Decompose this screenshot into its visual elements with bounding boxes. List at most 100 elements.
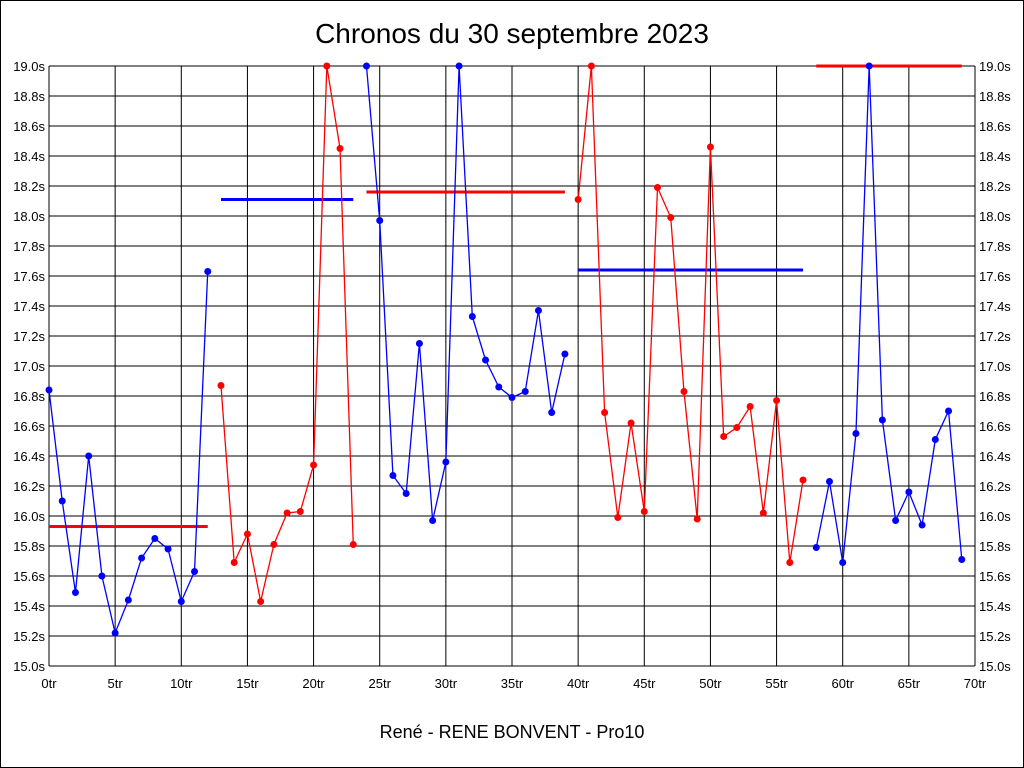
data-point bbox=[759, 509, 767, 517]
data-point bbox=[310, 461, 318, 469]
data-point bbox=[124, 596, 132, 604]
y-tick-label-right: 18.4s bbox=[979, 149, 1011, 164]
data-point bbox=[667, 214, 675, 221]
y-tick-label-left: 15.4s bbox=[13, 599, 45, 614]
y-tick-label-right: 15.2s bbox=[979, 629, 1011, 644]
data-point bbox=[442, 458, 450, 466]
data-point bbox=[455, 62, 463, 70]
data-point bbox=[71, 589, 79, 596]
data-point bbox=[85, 452, 93, 460]
x-tick-label: 20tr bbox=[302, 676, 325, 691]
y-tick-label-right: 16.4s bbox=[979, 449, 1011, 464]
data-point bbox=[111, 629, 119, 637]
x-tick-label: 55tr bbox=[765, 676, 788, 691]
data-point bbox=[693, 515, 701, 523]
y-tick-label-right: 19.0s bbox=[979, 59, 1011, 74]
data-point bbox=[640, 508, 648, 515]
data-point bbox=[654, 184, 662, 191]
x-tick-label: 30tr bbox=[435, 676, 458, 691]
series-line bbox=[48, 271, 209, 636]
y-tick-label-right: 17.8s bbox=[979, 239, 1011, 254]
x-tick-label: 10tr bbox=[170, 676, 193, 691]
y-tick-label-right: 18.2s bbox=[979, 179, 1011, 194]
y-tick-label-left: 17.2s bbox=[13, 329, 45, 344]
x-tick-label: 45tr bbox=[633, 676, 656, 691]
data-point bbox=[548, 409, 556, 416]
y-tick-label-left: 15.6s bbox=[13, 569, 45, 584]
x-tick-label: 50tr bbox=[699, 676, 722, 691]
x-tick-label: 40tr bbox=[567, 676, 590, 691]
x-tick-label: 5tr bbox=[108, 676, 124, 691]
data-point bbox=[270, 541, 278, 548]
y-tick-label-left: 15.8s bbox=[13, 539, 45, 554]
data-point bbox=[852, 430, 860, 437]
series-line bbox=[365, 65, 566, 521]
x-tick-label: 0tr bbox=[41, 676, 57, 691]
data-point bbox=[191, 568, 199, 575]
y-tick-label-right: 15.4s bbox=[979, 599, 1011, 614]
data-point bbox=[601, 409, 609, 416]
series-line bbox=[815, 65, 963, 563]
data-point bbox=[362, 62, 370, 70]
data-point bbox=[918, 521, 926, 529]
data-point bbox=[296, 508, 304, 515]
x-axis-label: René - RENE BONVENT - Pro10 bbox=[379, 722, 645, 742]
data-point bbox=[482, 356, 490, 364]
data-point bbox=[58, 497, 66, 505]
y-tick-label-right: 17.4s bbox=[979, 299, 1011, 314]
data-point bbox=[138, 554, 146, 562]
y-tick-label-right: 17.6s bbox=[979, 269, 1011, 284]
data-point bbox=[376, 217, 384, 224]
data-point bbox=[336, 145, 344, 152]
data-point bbox=[415, 340, 423, 347]
x-tick-label: 35tr bbox=[501, 676, 524, 691]
data-point bbox=[468, 313, 476, 320]
data-point bbox=[217, 382, 225, 389]
data-point bbox=[839, 559, 847, 566]
data-point bbox=[230, 559, 238, 566]
data-point bbox=[627, 419, 635, 427]
data-point bbox=[945, 407, 953, 415]
data-point bbox=[508, 394, 516, 401]
data-point bbox=[204, 268, 212, 275]
x-tick-label: 15tr bbox=[236, 676, 259, 691]
y-tick-label-left: 18.4s bbox=[13, 149, 45, 164]
data-point bbox=[521, 388, 529, 395]
y-tick-label-right: 16.0s bbox=[979, 509, 1011, 524]
y-tick-label-left: 17.8s bbox=[13, 239, 45, 254]
y-tick-label-left: 16.6s bbox=[13, 419, 45, 434]
data-point bbox=[878, 416, 886, 424]
data-point bbox=[283, 509, 291, 517]
y-tick-label-right: 18.8s bbox=[979, 89, 1011, 104]
x-tick-label: 25tr bbox=[369, 676, 392, 691]
series-line bbox=[220, 65, 354, 602]
data-point bbox=[323, 62, 331, 70]
y-tick-label-right: 15.8s bbox=[979, 539, 1011, 554]
y-tick-label-left: 15.2s bbox=[13, 629, 45, 644]
x-tick-label: 70tr bbox=[964, 676, 987, 691]
y-tick-label-right: 18.6s bbox=[979, 119, 1011, 134]
y-tick-label-right: 15.0s bbox=[979, 659, 1011, 674]
data-point bbox=[865, 62, 873, 70]
data-point bbox=[931, 436, 939, 443]
data-point bbox=[177, 598, 185, 605]
data-point bbox=[151, 535, 159, 542]
data-point bbox=[733, 424, 741, 431]
data-point bbox=[561, 350, 569, 358]
y-tick-label-left: 15.0s bbox=[13, 659, 45, 674]
data-point bbox=[892, 517, 900, 524]
data-point bbox=[786, 559, 794, 566]
y-tick-label-left: 19.0s bbox=[13, 59, 45, 74]
data-point bbox=[587, 62, 595, 70]
y-tick-label-right: 18.0s bbox=[979, 209, 1011, 224]
y-tick-label-left: 17.0s bbox=[13, 359, 45, 374]
data-point bbox=[614, 514, 622, 521]
y-tick-label-left: 17.6s bbox=[13, 269, 45, 284]
y-tick-label-left: 18.8s bbox=[13, 89, 45, 104]
y-tick-label-left: 16.2s bbox=[13, 479, 45, 494]
y-tick-label-right: 16.2s bbox=[979, 479, 1011, 494]
data-point bbox=[389, 472, 397, 479]
data-point bbox=[495, 383, 503, 391]
data-point bbox=[164, 545, 172, 553]
